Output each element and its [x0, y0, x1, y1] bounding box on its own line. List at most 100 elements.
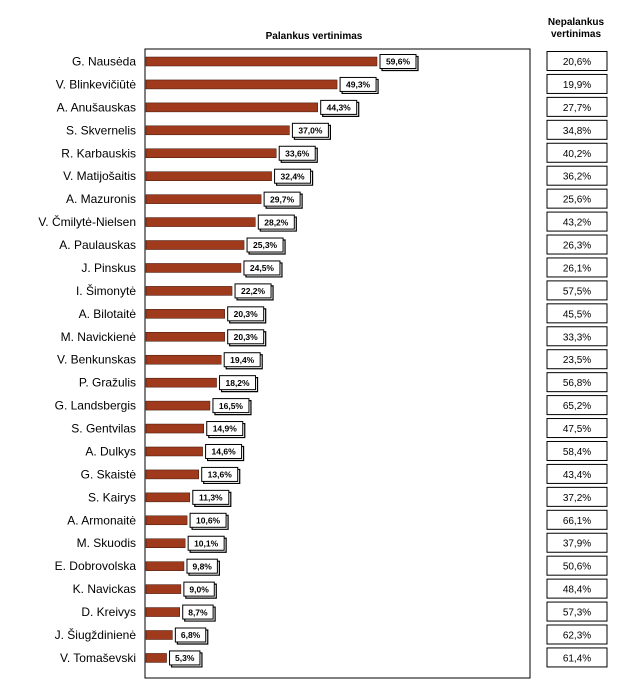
bar	[145, 171, 272, 181]
negative-value: 33,3%	[563, 332, 591, 343]
category-label: G. Landsbergis	[55, 399, 136, 413]
value-label-shadow	[293, 124, 332, 140]
negative-value: 37,2%	[563, 493, 591, 504]
negative-cell	[546, 509, 608, 530]
category-label: D. Kreivys	[81, 605, 136, 619]
category-label: A. Armonaitė	[67, 513, 136, 527]
negative-value: 58,4%	[563, 447, 591, 458]
bar	[145, 263, 242, 273]
bar	[145, 194, 262, 204]
bar	[145, 240, 245, 250]
value-label: 14,9%	[213, 424, 238, 434]
negative-value: 62,3%	[563, 631, 591, 642]
value-label: 18,2%	[225, 378, 250, 388]
value-label-box	[205, 443, 243, 459]
value-label-box	[234, 283, 272, 299]
value-label-shadow	[341, 78, 379, 95]
value-label-box	[257, 214, 295, 230]
category-label: R. Karbauskis	[61, 146, 136, 160]
negative-cell	[546, 418, 608, 439]
value-label: 20,3%	[234, 309, 259, 319]
value-label-box	[320, 99, 358, 115]
category-label: E. Dobrovolska	[55, 559, 137, 573]
bar	[145, 584, 182, 594]
bar	[145, 400, 211, 411]
bar	[145, 79, 338, 90]
value-label-shadow	[381, 55, 419, 72]
value-label-shadow	[229, 331, 267, 347]
negative-cell	[546, 51, 608, 71]
negative-value: 40,2%	[563, 149, 591, 160]
negative-value: 47,5%	[563, 424, 591, 435]
category-label: G. Skaistė	[81, 467, 137, 481]
negative-value: 26,1%	[563, 263, 591, 274]
negative-cell	[546, 257, 608, 278]
bar	[145, 125, 290, 136]
negative-value: 27,7%	[563, 103, 591, 114]
value-label: 24,5%	[250, 263, 275, 273]
category-label: A. Paulauskas	[59, 238, 136, 252]
value-label-shadow	[236, 285, 274, 301]
value-label: 20,3%	[234, 332, 259, 342]
bar	[145, 469, 199, 480]
negative-cell	[546, 624, 608, 645]
negative-cell	[546, 165, 608, 186]
value-label-shadow	[275, 170, 314, 186]
negative-value: 50,6%	[563, 562, 591, 573]
negative-cell	[546, 96, 608, 117]
negative-value: 19,9%	[563, 80, 591, 91]
category-label: V. Čmilytė-Nielsen	[38, 214, 136, 229]
value-label: 8,7%	[188, 607, 208, 617]
category-label: A. Dulkys	[85, 444, 136, 458]
value-label-shadow	[176, 629, 209, 645]
category-label: S. Gentvilas	[71, 422, 136, 436]
negative-value: 48,4%	[563, 585, 591, 596]
value-label-shadow	[185, 583, 217, 599]
bar	[145, 538, 186, 548]
category-label: J. Pinskus	[81, 261, 136, 275]
value-label-shadow	[248, 239, 286, 255]
value-label-box	[227, 329, 265, 345]
negative-value: 57,5%	[563, 286, 591, 297]
category-label: M. Navickienė	[61, 330, 137, 344]
value-label-box	[174, 627, 207, 643]
value-label: 49,3%	[346, 80, 371, 90]
value-label-shadow	[229, 308, 267, 324]
value-label-box	[187, 535, 225, 551]
negative-cell	[546, 578, 608, 599]
category-label: A. Mazuronis	[66, 192, 136, 206]
value-label-box	[243, 260, 281, 276]
bar	[145, 561, 185, 571]
value-label: 32,4%	[281, 171, 306, 181]
value-label-shadow	[220, 377, 259, 393]
negative-value: 20,6%	[563, 57, 591, 68]
category-label: V. Matijošaitis	[63, 169, 136, 183]
negative-cell	[546, 647, 608, 668]
negative-cell	[546, 303, 608, 324]
value-label: 33,6%	[285, 148, 310, 158]
value-label-box	[169, 650, 201, 666]
value-label: 59,6%	[386, 57, 411, 67]
value-label-shadow	[245, 262, 283, 278]
value-label-box	[274, 168, 312, 184]
negative-value: 45,5%	[563, 309, 591, 320]
value-label-box	[201, 466, 239, 482]
value-label-shadow	[194, 491, 232, 507]
value-label-box	[278, 145, 316, 161]
value-label: 37,0%	[298, 126, 323, 136]
value-label-box	[192, 489, 230, 505]
value-label-shadow	[170, 652, 203, 668]
value-label-box	[182, 604, 214, 620]
secondary-header-line-2: vertinimas	[551, 29, 601, 40]
category-label: V. Benkunskas	[57, 353, 136, 367]
bar	[145, 56, 378, 67]
secondary-header-line-1: Nepalankus	[548, 17, 605, 28]
negative-value: 26,3%	[563, 241, 591, 252]
value-label: 16,5%	[219, 401, 244, 411]
negative-value: 61,4%	[563, 653, 591, 664]
chart-title: Palankus vertinimas	[266, 31, 363, 42]
bar	[145, 607, 180, 617]
negative-value: 25,6%	[563, 195, 591, 206]
bar	[145, 653, 167, 663]
negative-cell	[546, 372, 608, 393]
